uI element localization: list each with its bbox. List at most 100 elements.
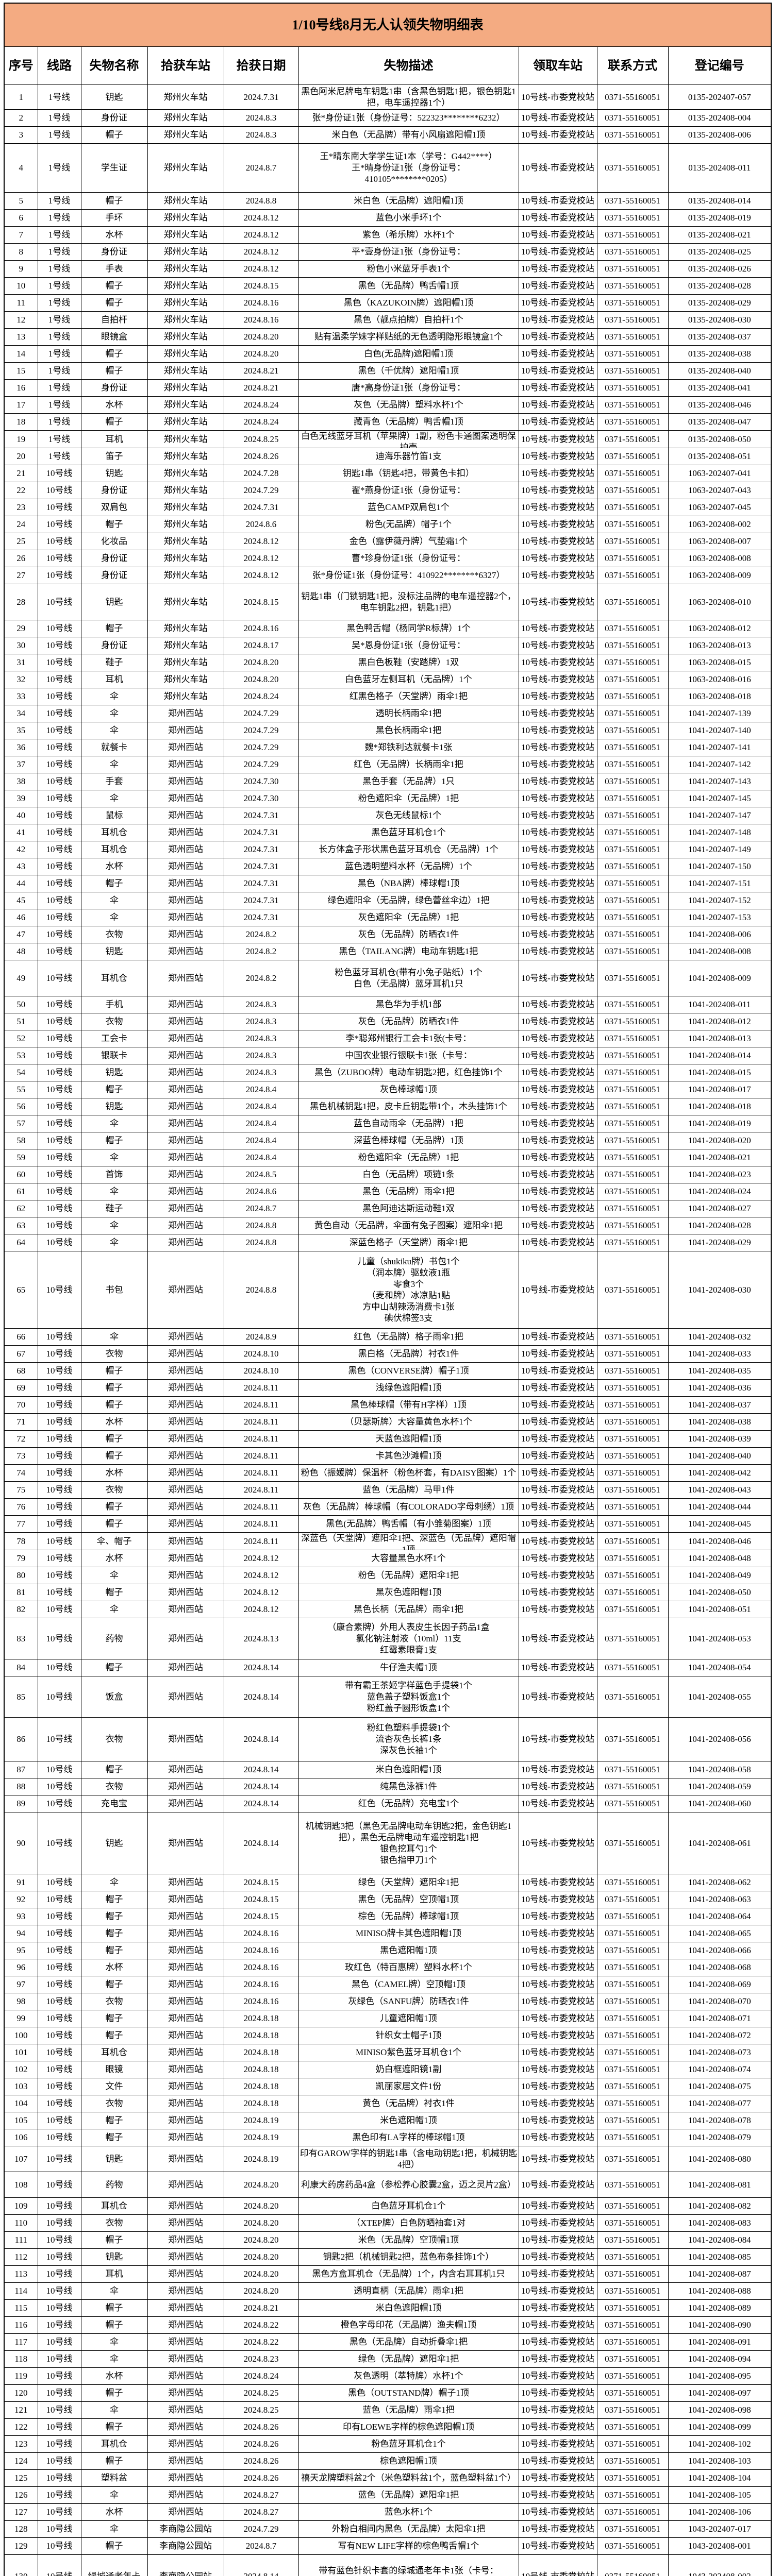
cell-item-name: 伞 <box>80 688 148 705</box>
cell-item-name: 衣物 <box>80 2214 148 2232</box>
cell-item-name: 伞 <box>80 1601 148 1618</box>
table-row: 94 10号线 帽子 郑州西站 2024.8.16 MINISO牌卡其色遮阳帽1顶 10号线… <box>4 1925 772 1942</box>
cell-reg-no: 1041-202408-043 <box>668 1481 772 1499</box>
cell-found-station: 郑州西站 <box>147 2248 224 2266</box>
table-row: 90 10号线 钥匙 郑州西站 2024.8.14 机械钥匙3把（黑色无品牌电动车钥匙2把… <box>4 1812 772 1874</box>
cell-serial: 118 <box>4 2350 38 2368</box>
cell-found-date: 2024.8.16 <box>223 1942 299 1959</box>
table-row: 13010号线绿城通老年卡李商隐公园站2024.8.14带有蓝色针织卡套的绿城通… <box>4 2554 772 2576</box>
cell-found-date: 2024.8.16 <box>223 620 299 637</box>
cell-item-name: 塑料盆 <box>80 2469 148 2487</box>
table-row: 117 10号线伞郑州西站 2024.8.22 黑色（无品牌）自动折叠伞1把 10号线-… <box>4 2333 772 2351</box>
cell-item-desc: 长方体盒子形状黑色蓝牙耳机仓（无品牌）1个 <box>298 841 519 858</box>
cell-reg-no: 1041-202408-023 <box>668 1166 772 1183</box>
cell-contact: 0371-55160051 <box>596 756 669 773</box>
table-row: 38 10号线 手套 郑州西站 2024.7.30 黑色手套（无品牌）1只 10号线-市委党… <box>4 773 772 790</box>
cell-item-desc: 黑色（KAZUKOIN牌）遮阳帽1顶 <box>298 294 519 312</box>
cell-line: 10号线 <box>37 2197 81 2215</box>
cell-contact: 0371-55160051 <box>596 1659 669 1676</box>
cell-serial: 101 <box>4 2044 38 2061</box>
cell-found-date: 2024.8.22 <box>223 2333 299 2351</box>
cell-pickup-station: 10号线-市委党校站 <box>518 1891 597 1908</box>
cell-contact: 0371-55160051 <box>596 516 669 533</box>
cell-serial: 20 <box>4 448 38 465</box>
table-row: 113 10号线 耳机 郑州西站 2024.8.20 黑色方盒耳机仓（无品牌）1个，内含右… <box>4 2265 772 2283</box>
cell-contact: 0371-55160051 <box>596 567 669 584</box>
cell-item-desc: 粉色（无品牌）遮阳伞1把 <box>298 1567 519 1584</box>
cell-item-desc: 王*晴东南大学学生证1本（学号：G442****） 王*晴身份证1张（身份证号：… <box>298 143 519 193</box>
table-row: 87 10号线 帽子 郑州西站 2024.8.14 米白色遮阳帽1顶 10号线-市委党校站 0… <box>4 1761 772 1778</box>
cell-item-desc: 米色遮阳帽1顶 <box>298 2112 519 2129</box>
cell-item-desc: 绿色（无品牌）遮阳伞1把 <box>298 2350 519 2368</box>
cell-item-desc: 李*聪郑州银行工会卡1张(卡号： <box>298 1030 519 1047</box>
table-row: 115 10号线 帽子 郑州西站 2024.8.21 米白色遮阳帽1顶 10号线-市委党校站… <box>4 2299 772 2317</box>
table-row: 114 10号线伞郑州西站 2024.8.20 透明直柄（无品牌）雨伞1把 10号线-市… <box>4 2282 772 2300</box>
cell-pickup-station: 10号线-市委党校站 <box>518 858 597 875</box>
cell-item-name: 身份证 <box>80 550 148 567</box>
cell-item-desc: 黑色（OUTSTAND牌）帽子1顶 <box>298 2384 519 2402</box>
table-row: 81 10号线 帽子 郑州西站 2024.8.12 黑灰色遮阳帽1顶 10号线-市委党校站 0… <box>4 1584 772 1601</box>
cell-pickup-station: 10号线-市委党校站 <box>518 226 597 244</box>
cell-found-date: 2024.8.12 <box>223 226 299 244</box>
cell-found-station: 郑州西站 <box>147 841 224 858</box>
cell-found-date: 2024.8.19 <box>223 2146 299 2172</box>
cell-item-desc: 白色蓝牙左侧耳机（无品牌）1个 <box>298 671 519 688</box>
cell-line: 10号线 <box>37 705 81 722</box>
cell-pickup-station: 10号线-市委党校站 <box>518 465 597 482</box>
cell-item-name: 帽子 <box>80 2537 148 2555</box>
cell-pickup-station: 10号线-市委党校站 <box>518 430 597 448</box>
cell-reg-no: 1063-202408-008 <box>668 550 772 567</box>
cell-contact: 0371-55160051 <box>596 671 669 688</box>
cell-serial: 56 <box>4 1098 38 1115</box>
cell-item-desc: 黑色印有LA字样的棒球帽1顶 <box>298 2129 519 2146</box>
table-row: 84 10号线 帽子 郑州西站 2024.8.14 牛仔渔夫帽1顶 10号线-市委党校站 03… <box>4 1659 772 1676</box>
cell-pickup-station: 10号线-市委党校站 <box>518 482 597 499</box>
cell-item-desc: 白色无线蓝牙耳机（苹果牌）1副，粉色卡通图案透明保护壳 <box>298 430 519 448</box>
cell-found-station: 郑州西站 <box>147 1217 224 1234</box>
cell-item-name: 学生证 <box>80 143 148 193</box>
table-row: 56 10号线 钥匙 郑州西站 2024.8.4 黑色机械钥匙1把，皮卡丘钥匙带1个，木头… <box>4 1098 772 1115</box>
cell-pickup-station: 10号线-市委党校站 <box>518 2299 597 2317</box>
cell-contact: 0371-55160051 <box>596 1925 669 1942</box>
cell-item-name: 水杯 <box>80 1464 148 1482</box>
cell-found-date: 2024.8.20 <box>223 2197 299 2215</box>
cell-reg-no: 1041-202408-032 <box>668 1328 772 1346</box>
cell-pickup-station: 10号线-市委党校站 <box>518 2554 597 2576</box>
cell-pickup-station: 10号线-市委党校站 <box>518 1584 597 1601</box>
cell-reg-no: 1041-202408-020 <box>668 1132 772 1149</box>
table-row: 121 10号线伞郑州西站 2024.8.25 蓝色（无品牌）雨伞1把 10号线-市委党… <box>4 2401 772 2419</box>
cell-reg-no: 1041-202407-150 <box>668 858 772 875</box>
cell-item-name: 帽子 <box>80 1081 148 1098</box>
cell-serial: 21 <box>4 465 38 482</box>
cell-reg-no: 1043-202408-002 <box>668 2554 772 2576</box>
cell-found-date: 2024.8.8 <box>223 1234 299 1251</box>
cell-serial: 32 <box>4 671 38 688</box>
cell-found-date: 2024.8.8 <box>223 1251 299 1329</box>
cell-contact: 0371-55160051 <box>596 243 669 261</box>
cell-line: 10号线 <box>37 1098 81 1115</box>
cell-serial: 69 <box>4 1379 38 1397</box>
table-row: 64 10号线伞郑州西站 2024.8.8 深蓝色格子（天堂牌）雨伞1把 10号线-市委… <box>4 1234 772 1251</box>
cell-contact: 0371-55160051 <box>596 909 669 926</box>
cell-item-name: 帽子 <box>80 1976 148 1993</box>
table-row: 72 10号线 帽子 郑州西站 2024.8.11 天蓝色遮阳帽1顶 10号线-市委党校站 0… <box>4 1430 772 1448</box>
table-row: 12 1号线 自拍杆 郑州火车站 2024.8.16 黑色（靓点拍牌）自拍杆1个 10号线-… <box>4 311 772 329</box>
cell-pickup-station: 10号线-市委党校站 <box>518 2010 597 2027</box>
cell-found-date: 2024.8.26 <box>223 2435 299 2453</box>
cell-item-desc: 钥匙1串（钥匙4把，带黄色卡扣） <box>298 465 519 482</box>
cell-reg-no: 1041-202408-037 <box>668 1396 772 1414</box>
cell-line: 10号线 <box>37 1362 81 1380</box>
cell-item-desc: 黑色（千优牌）遮阳帽1顶 <box>298 362 519 380</box>
cell-line: 1号线 <box>37 294 81 312</box>
cell-found-station: 郑州火车站 <box>147 192 224 210</box>
cell-serial: 10 <box>4 277 38 295</box>
table-row: 104 10号线 衣物 郑州西站 2024.8.18 黄色（无品牌）衬衣1件 10号线-市委… <box>4 2095 772 2112</box>
cell-item-name: 水杯 <box>80 226 148 244</box>
cell-item-desc: 黑色（无品牌）空顶帽1顶 <box>298 1891 519 1908</box>
cell-pickup-station: 10号线-市委党校站 <box>518 1532 597 1550</box>
cell-reg-no: 1041-202408-070 <box>668 1993 772 2010</box>
cell-serial: 12 <box>4 311 38 329</box>
cell-contact: 0371-55160051 <box>596 1717 669 1761</box>
cell-pickup-station: 10号线-市委党校站 <box>518 1761 597 1778</box>
cell-found-date: 2024.8.3 <box>223 1064 299 1081</box>
